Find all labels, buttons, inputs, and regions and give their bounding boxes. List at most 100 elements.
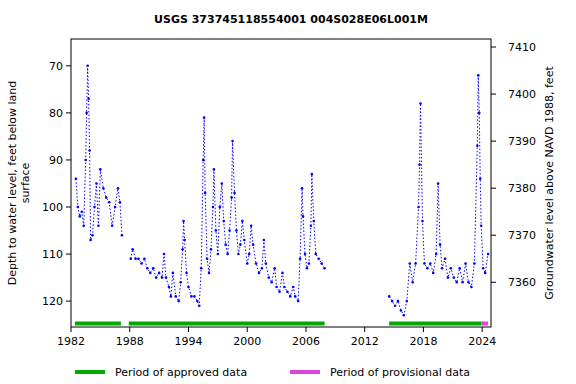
data-point (310, 225, 313, 228)
data-point (250, 225, 253, 228)
data-point (224, 243, 227, 246)
x-tick-label: 1988 (116, 335, 144, 348)
data-point (246, 262, 249, 265)
data-point (217, 253, 220, 256)
data-point (299, 257, 302, 260)
data-point (226, 253, 229, 256)
data-point (439, 243, 442, 246)
data-point (283, 286, 286, 289)
data-point (423, 262, 426, 265)
data-point (200, 267, 203, 270)
data-point (88, 149, 91, 152)
y-tick-label: 90 (49, 154, 63, 167)
data-point (275, 286, 278, 289)
data-point (394, 305, 397, 308)
data-point (411, 281, 414, 284)
data-point (222, 220, 225, 223)
data-point (297, 300, 300, 303)
data-point (391, 300, 394, 303)
data-point (172, 272, 175, 275)
data-point (177, 300, 180, 303)
period-bar (481, 322, 488, 326)
data-point (190, 295, 193, 298)
data-point (179, 281, 182, 284)
data-point (137, 257, 140, 260)
data-point (388, 295, 391, 298)
x-tick-label: 2000 (233, 335, 261, 348)
y2-tick (491, 47, 496, 48)
data-point (202, 159, 205, 162)
x-tick (482, 327, 483, 332)
data-point (406, 300, 409, 303)
data-point (146, 267, 149, 270)
data-point (467, 281, 470, 284)
data-point (152, 267, 155, 270)
data-point (134, 257, 137, 260)
data-point (131, 248, 134, 251)
data-point (165, 276, 168, 279)
data-point (111, 225, 114, 228)
data-point (91, 234, 94, 237)
data-point (429, 262, 432, 265)
legend-swatch (75, 370, 105, 374)
data-point (450, 267, 453, 270)
data-point (484, 272, 487, 275)
data-point (140, 262, 143, 265)
data-point (289, 295, 292, 298)
data-point (233, 192, 236, 195)
data-point (464, 262, 467, 265)
data-point (187, 286, 190, 289)
x-tick-label: 2024 (468, 335, 496, 348)
y2-axis-label: Groundwater level above NAVD 1988, feet (543, 66, 556, 300)
y2-tick (491, 282, 496, 283)
y2-tick (491, 235, 496, 236)
data-point (170, 295, 173, 298)
data-point (239, 243, 242, 246)
data-point (421, 220, 424, 223)
data-point (117, 187, 120, 190)
data-point (161, 276, 164, 279)
legend-label: Period of approved data (115, 366, 247, 379)
period-bar (389, 322, 481, 326)
data-point (237, 253, 240, 256)
data-point (168, 286, 171, 289)
y-tick (66, 301, 71, 302)
data-point (208, 272, 211, 275)
y-tick (66, 254, 71, 255)
x-tick (129, 327, 130, 332)
x-tick (71, 327, 72, 332)
data-point (312, 220, 315, 223)
data-point (487, 253, 490, 256)
y-tick-label: 70 (49, 60, 63, 73)
data-point (114, 206, 117, 209)
y-tick (66, 159, 71, 160)
data-point (397, 300, 400, 303)
data-point (193, 295, 196, 298)
data-point (158, 272, 161, 275)
data-point (286, 290, 289, 293)
data-point (323, 267, 326, 270)
data-point (82, 225, 85, 228)
title: USGS 373745118554001 004S028E06L001M (154, 13, 428, 26)
data-point (320, 262, 323, 265)
x-tick (247, 327, 248, 332)
data-point (235, 229, 238, 232)
data-point (478, 112, 481, 115)
data-point (417, 206, 420, 209)
data-point (219, 206, 222, 209)
x-tick-label: 1982 (57, 335, 85, 348)
data-point (258, 272, 261, 275)
data-point (476, 145, 479, 148)
series-line (76, 66, 488, 315)
data-point (80, 210, 83, 213)
data-point (143, 257, 146, 260)
data-point (452, 276, 455, 279)
data-point (252, 243, 255, 246)
data-point (84, 159, 87, 162)
data-point (220, 182, 223, 185)
data-point (278, 290, 281, 293)
data-point (108, 201, 111, 204)
y2-tick (491, 188, 496, 189)
data-point (99, 168, 102, 171)
background (0, 0, 576, 384)
